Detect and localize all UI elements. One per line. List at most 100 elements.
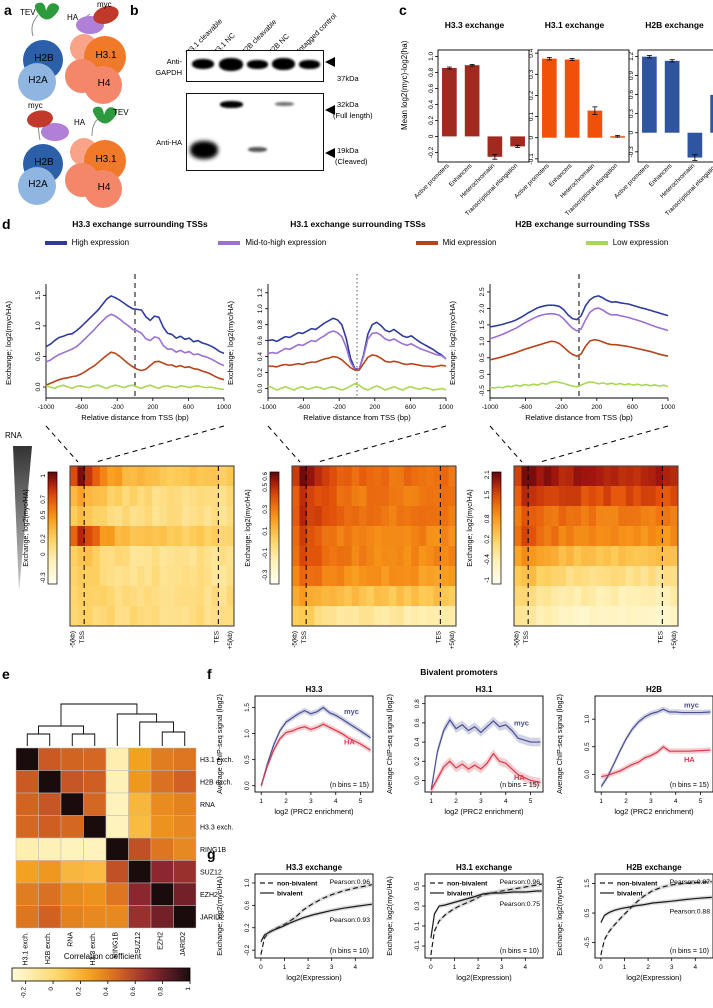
svg-text:5: 5 bbox=[359, 798, 363, 805]
correlation-col-label: H2B exch. bbox=[45, 932, 52, 964]
svg-text:1: 1 bbox=[453, 964, 457, 971]
correlation-cell bbox=[150, 837, 174, 861]
blot-row-label-gapdh-1: Anti- bbox=[166, 57, 182, 66]
heatmap-xtick: -5(kb) bbox=[291, 631, 298, 648]
correlation-row-label: SUZ12 bbox=[200, 869, 222, 876]
svg-text:0.0: 0.0 bbox=[35, 382, 42, 391]
correlation-cell bbox=[173, 792, 197, 816]
heatmap-xtick: -5(kb) bbox=[513, 631, 520, 648]
correlation-colorbar-svg: -0.2 0 0.2 0.4 0.6 0.8 1 bbox=[11, 967, 192, 998]
svg-text:0.2: 0.2 bbox=[75, 987, 82, 996]
correlation-cell bbox=[173, 860, 197, 884]
correlation-cell bbox=[83, 837, 107, 861]
svg-text:log2(Expression): log2(Expression) bbox=[626, 973, 681, 982]
correlation-cell bbox=[105, 837, 129, 861]
svg-text:-0.2: -0.2 bbox=[428, 146, 435, 158]
svg-text:1000: 1000 bbox=[217, 404, 232, 411]
svg-text:0.9: 0.9 bbox=[628, 71, 635, 80]
panel-f-myc-label: myc bbox=[344, 707, 359, 716]
correlation-cell bbox=[15, 770, 39, 794]
correlation-row-label: RING1B bbox=[200, 847, 226, 854]
svg-text:4: 4 bbox=[354, 964, 358, 971]
correlation-row-label: EZH2 bbox=[200, 892, 218, 899]
correlation-cell bbox=[173, 837, 197, 861]
heatmap-cbar-label: Exchange; log2(myc/HA) bbox=[245, 489, 252, 566]
svg-text:1.0: 1.0 bbox=[244, 729, 251, 738]
correlation-cell bbox=[60, 792, 84, 816]
marker-19kda: 19kDa bbox=[337, 146, 359, 155]
svg-text:0.8: 0.8 bbox=[484, 514, 491, 523]
svg-text:log2 (PRC2 enrichment): log2 (PRC2 enrichment) bbox=[614, 807, 693, 816]
svg-text:1.0: 1.0 bbox=[479, 336, 486, 345]
panel-f-chart: H2B 0.0 0.5 1.0 1 2 3 4 5 myc HA (n bins = 15) log2 … bbox=[555, 685, 713, 816]
correlation-cell bbox=[150, 815, 174, 839]
svg-text:1.5: 1.5 bbox=[35, 290, 42, 299]
d-title-2: H3.1 exchange surrounding TSSs bbox=[290, 219, 426, 229]
correlation-cell bbox=[60, 815, 84, 839]
correlation-cell bbox=[15, 860, 39, 884]
panel-g-chart-title: H3.3 exchange bbox=[286, 863, 343, 872]
svg-text:-0.5: -0.5 bbox=[479, 385, 486, 397]
correlation-cell bbox=[60, 905, 84, 929]
correlation-cell bbox=[128, 815, 152, 839]
svg-text:5: 5 bbox=[529, 798, 533, 805]
correlation-cell bbox=[105, 860, 129, 884]
svg-text:Exchange; log2(myc/HA): Exchange; log2(myc/HA) bbox=[4, 301, 13, 385]
panel-g-legend-nonbivalent: non-bivalent bbox=[447, 881, 488, 888]
svg-text:1: 1 bbox=[283, 964, 287, 971]
histone-label-h4-bottom: H4 bbox=[97, 182, 111, 193]
correlation-matrix-svg: H3.1 exch. H2B exch. RNA H3.3 exch. RING1B SU… bbox=[15, 703, 234, 965]
panel-d-legend-item: Mid-to-high expression bbox=[218, 238, 326, 247]
heatmap-xtick: TES bbox=[435, 631, 442, 643]
svg-text:2: 2 bbox=[306, 964, 310, 971]
marker-32kda: 32kDa bbox=[337, 100, 359, 109]
correlation-cell bbox=[60, 837, 84, 861]
svg-text:0.5: 0.5 bbox=[262, 483, 269, 492]
correlation-cell bbox=[38, 815, 62, 839]
svg-text:-600: -600 bbox=[75, 404, 88, 411]
svg-text:0.6: 0.6 bbox=[244, 900, 251, 909]
correlation-cell bbox=[128, 905, 152, 929]
panel-g-pearson-bivalent: Pearson:0.88 bbox=[670, 909, 711, 916]
histone-label-h31-bottom: H3.1 bbox=[95, 154, 117, 165]
correlation-cell bbox=[150, 770, 174, 794]
svg-text:1: 1 bbox=[429, 798, 433, 805]
correlation-cell bbox=[38, 747, 62, 771]
svg-text:0.4: 0.4 bbox=[257, 352, 264, 361]
svg-text:0.5: 0.5 bbox=[40, 510, 47, 519]
panel-g-pearson-nonbivalent: Pearson:0.96 bbox=[500, 879, 541, 886]
correlation-cell bbox=[60, 770, 84, 794]
svg-text:-600: -600 bbox=[297, 404, 310, 411]
correlation-cell bbox=[128, 747, 152, 771]
tag-label-tev-top: TEV bbox=[20, 8, 36, 17]
svg-text:Exchange; log2(myc/HA): Exchange; log2(myc/HA) bbox=[385, 876, 394, 956]
svg-text:0.5: 0.5 bbox=[584, 742, 591, 751]
panel-d-legend: High expression Mid-to-high expression Mid… bbox=[0, 238, 713, 247]
correlation-cell bbox=[15, 837, 39, 861]
svg-text:log2(Expression): log2(Expression) bbox=[286, 973, 341, 982]
panel-f-ha-label: HA bbox=[514, 773, 525, 782]
panel-d-heatmap: -5(kb) TSS TES +5(kb) -0.3 0 0.2 0.5 0.7 1 Exchang… bbox=[23, 465, 235, 649]
correlation-cell bbox=[105, 747, 129, 771]
panel-g-nbins: (n bins = 10) bbox=[330, 948, 369, 955]
svg-text:1.0: 1.0 bbox=[244, 878, 251, 887]
svg-text:200: 200 bbox=[147, 404, 158, 411]
svg-text:0.6: 0.6 bbox=[628, 90, 635, 99]
panel-g-pearson-nonbivalent: Pearson:0.87 bbox=[670, 879, 711, 886]
panel-c: c Mean log2(myc)-log2(ha) H3.3 exchange -… bbox=[398, 0, 713, 217]
panel-f-myc-label: myc bbox=[684, 701, 699, 710]
panel-letter-a: a bbox=[4, 2, 12, 18]
panel-d-legend-item: High expression bbox=[44, 238, 129, 247]
tag-label-myc-bottom: myc bbox=[28, 101, 43, 110]
correlation-cell bbox=[60, 860, 84, 884]
svg-text:Exchange; log2(myc/HA): Exchange; log2(myc/HA) bbox=[226, 301, 235, 385]
panel-d-heatmap: -5(kb) TSS TES +5(kb) -1 -0.4 0.2 0.8 1.5 2.1 Exch… bbox=[467, 465, 679, 649]
correlation-cell bbox=[15, 882, 39, 906]
svg-text:600: 600 bbox=[627, 404, 638, 411]
correlation-cell bbox=[173, 882, 197, 906]
svg-text:1000: 1000 bbox=[439, 404, 454, 411]
correlation-cell bbox=[150, 905, 174, 929]
svg-text:0: 0 bbox=[428, 134, 435, 138]
svg-text:0.5: 0.5 bbox=[244, 755, 251, 764]
histone-label-h2a-top: H2A bbox=[28, 75, 48, 86]
